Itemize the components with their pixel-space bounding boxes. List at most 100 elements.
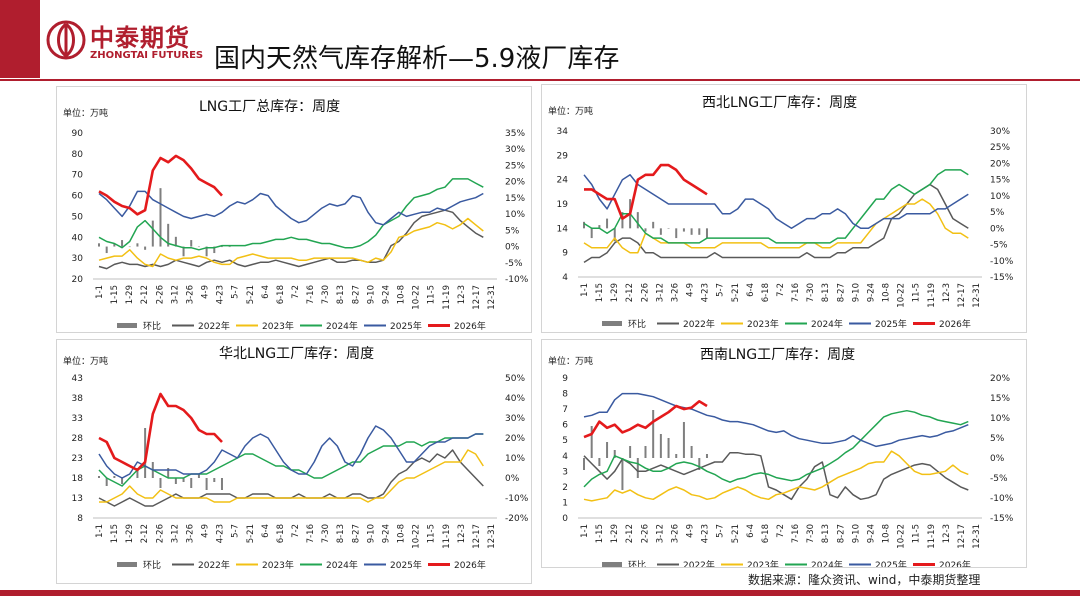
wow-bar <box>144 246 147 250</box>
legend-label: 2024年 <box>326 559 358 571</box>
legend-label: 环比 <box>628 318 646 330</box>
x-tick-label: 9-10 <box>851 283 861 302</box>
series-line-2022年 <box>98 209 484 270</box>
y-right-tick: 30% <box>505 414 525 424</box>
x-tick-label: 7-30 <box>806 283 816 302</box>
x-tick-label: 12-17 <box>957 524 967 549</box>
x-tick-label: 10-8 <box>397 285 407 304</box>
x-tick-label: 1-29 <box>125 285 135 304</box>
series-line-2025年 <box>583 392 969 448</box>
x-tick-label: 8-13 <box>336 285 346 304</box>
y-left-tick: 40 <box>72 233 84 243</box>
legend-item: 2025年 <box>364 320 422 332</box>
x-tick-label: 4-23 <box>216 524 226 543</box>
wow-bar <box>174 236 177 247</box>
x-tick-label: 9-24 <box>866 524 876 543</box>
legend-item: 环比 <box>602 318 646 330</box>
x-tick-label: 7-16 <box>791 283 801 302</box>
series-line-2024年 <box>583 169 969 244</box>
y-right-tick: -5% <box>990 241 1008 251</box>
y-left-tick: 8 <box>562 390 568 400</box>
series-line-2026年 <box>584 163 708 220</box>
legend-item: 2022年 <box>657 559 715 567</box>
y-left-tick: 1 <box>562 498 568 508</box>
y-left-tick: 18 <box>72 474 84 484</box>
y-right-tick: -20% <box>505 514 529 524</box>
legend-label: 2026年 <box>454 320 486 332</box>
unit-label: 单位：万吨 <box>548 105 593 117</box>
wow-bar <box>682 422 685 458</box>
wow-bar <box>182 246 185 257</box>
legend-item: 环比 <box>117 320 161 332</box>
legend-item: 2026年 <box>913 559 971 567</box>
x-tick-label: 12-3 <box>457 524 467 543</box>
x-tick-label: 1-1 <box>580 283 590 297</box>
wow-bar <box>675 454 678 458</box>
wow-bar <box>159 478 162 488</box>
y-right-tick: 15% <box>505 194 525 204</box>
wow-bar <box>675 228 678 239</box>
y-left-tick: 20 <box>72 275 84 285</box>
legend-label: 2023年 <box>747 559 779 567</box>
wow-bar <box>598 225 601 229</box>
unit-label: 单位：万吨 <box>63 355 108 367</box>
x-tick-label: 3-26 <box>670 524 680 543</box>
x-tick-label: 7-2 <box>291 285 301 299</box>
legend-label: 环比 <box>143 320 161 332</box>
wow-bar <box>136 468 139 478</box>
y-right-tick: 20% <box>990 374 1010 384</box>
x-tick-label: 3-12 <box>170 524 180 543</box>
y-left-tick: 50 <box>72 212 84 222</box>
x-tick-label: 6-4 <box>261 285 271 299</box>
x-tick-label: 1-15 <box>595 524 605 543</box>
x-tick-label: 6-4 <box>746 524 756 538</box>
legend-item: 2026年 <box>428 559 486 571</box>
wow-bar <box>213 246 216 254</box>
x-tick-label: 11-19 <box>927 524 937 549</box>
x-tick-label: 6-4 <box>746 283 756 297</box>
wow-bar <box>606 442 609 458</box>
x-tick-label: 2-26 <box>640 524 650 543</box>
legend-label: 2022年 <box>683 559 715 567</box>
y-right-tick: 50% <box>505 374 525 384</box>
x-tick-label: 12-31 <box>487 524 497 549</box>
wow-bar <box>698 228 701 235</box>
y-right-tick: 20% <box>505 178 525 188</box>
legend-label: 2023年 <box>262 320 294 332</box>
y-left-tick: 14 <box>557 224 569 234</box>
x-tick-label: 9-10 <box>851 524 861 543</box>
header-divider <box>0 79 1080 81</box>
x-tick-label: 12-17 <box>957 283 967 308</box>
series-line-2025年 <box>98 425 484 479</box>
wow-bar <box>113 476 116 478</box>
legend-item: 2024年 <box>300 559 358 571</box>
x-tick-label: 6-18 <box>761 283 771 302</box>
y-right-tick: -15% <box>990 273 1014 283</box>
x-tick-label: 7-30 <box>806 524 816 543</box>
brand-band <box>0 0 40 78</box>
legend-label: 2025年 <box>390 320 422 332</box>
wow-bar <box>98 476 100 478</box>
x-tick-label: 10-22 <box>897 283 907 308</box>
x-tick-label: 2-12 <box>625 283 635 302</box>
series-line-2026年 <box>583 399 708 439</box>
wow-bar <box>105 246 108 254</box>
x-tick-label: 7-2 <box>776 283 786 297</box>
y-right-tick: 15% <box>990 394 1010 404</box>
series-line-2026年 <box>98 154 223 216</box>
wow-bar <box>121 478 124 484</box>
y-left-tick: 3 <box>562 467 568 477</box>
y-right-tick: 10% <box>990 192 1010 202</box>
wow-bar <box>583 458 585 470</box>
source-note: 数据来源：隆众资讯、wind，中泰期货整理 <box>748 573 981 587</box>
wow-bar <box>606 218 609 229</box>
y-right-tick: 10% <box>505 454 525 464</box>
x-tick-label: 5-7 <box>231 285 241 299</box>
x-tick-label: 12-31 <box>972 283 982 308</box>
x-tick-label: 10-22 <box>412 285 422 310</box>
chart-panel-northwest: 西北LNG工厂库存：周度 单位：万吨 4 9 14 19 24 29 34 -15% -10% -5%… <box>541 84 1027 333</box>
y-left-tick: 6 <box>562 421 568 431</box>
legend-label: 2023年 <box>747 318 779 330</box>
brand-name: 中泰期货 <box>90 24 190 52</box>
wow-bar <box>636 458 639 478</box>
